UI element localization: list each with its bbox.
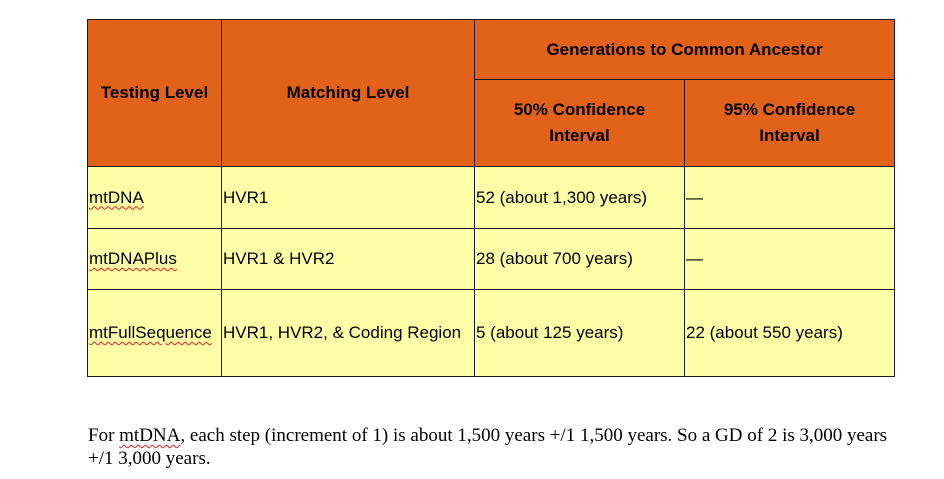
- table-row: mtDNA HVR1 52 (about 1,300 years) —: [87, 166, 896, 229]
- header-testing-level: Testing Level: [87, 19, 222, 167]
- cell-ci50: 5 (about 125 years): [474, 289, 685, 377]
- header-generations: Generations to Common Ancestor: [473, 19, 896, 80]
- cell-matching-level: HVR1, HVR2, & Coding Region: [221, 289, 475, 377]
- cell-ci50: 28 (about 700 years): [474, 228, 685, 290]
- header-ci50: 50% Confidence Interval: [474, 79, 685, 167]
- cell-matching-level: HVR1 & HVR2: [221, 228, 475, 290]
- cell-testing-level: mtDNAPlus: [87, 228, 222, 290]
- cell-matching-level: HVR1: [221, 166, 475, 229]
- cell-ci95: —: [683, 166, 896, 229]
- footnote-paragraph: For mtDNA, each step (increment of 1) is…: [88, 425, 888, 469]
- cell-ci95: —: [683, 228, 896, 290]
- generations-table: Testing Level Matching Level Generations…: [87, 19, 896, 377]
- cell-testing-level: mtFullSequence: [87, 289, 222, 377]
- table-row: mtDNAPlus HVR1 & HVR2 28 (about 700 year…: [87, 228, 896, 290]
- table-row: mtFullSequence HVR1, HVR2, & Coding Regi…: [87, 289, 896, 377]
- cell-ci95: 22 (about 550 years): [683, 289, 896, 377]
- header-ci95: 95% Confidence Interval: [683, 79, 896, 167]
- header-matching-level: Matching Level: [221, 19, 475, 167]
- cell-ci50: 52 (about 1,300 years): [474, 166, 685, 229]
- footnote-term: mtDNA: [119, 425, 181, 446]
- cell-testing-level: mtDNA: [87, 166, 222, 229]
